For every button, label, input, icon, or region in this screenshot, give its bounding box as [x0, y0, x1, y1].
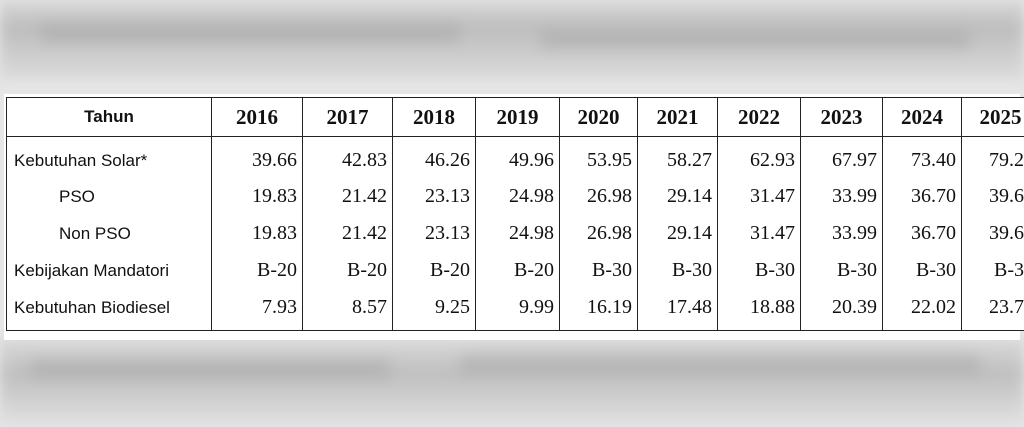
header-label: Tahun: [6, 97, 212, 137]
blurred-text-streak: [460, 356, 980, 374]
year-header: 2023: [800, 97, 883, 137]
table-cell: 58.27: [637, 136, 718, 178]
table-cell: 39.66: [211, 136, 303, 178]
table-cell: B-30: [559, 252, 638, 289]
year-header: 2019: [475, 97, 560, 137]
table-cell: 62.93: [717, 136, 801, 178]
table-cell: 24.98: [475, 215, 560, 252]
table-cell: 67.97: [800, 136, 883, 178]
table-cell: 29.14: [637, 178, 718, 215]
table-cell: 24.98: [475, 178, 560, 215]
table-cell: B-30: [800, 252, 883, 289]
table-cell: 9.99: [475, 289, 560, 331]
year-header: 2020: [559, 97, 638, 137]
table-cell: 79.28: [961, 136, 1024, 178]
table-row: Kebutuhan Solar* 39.66 42.83 46.26 49.96…: [6, 136, 1024, 178]
table-row: Kebutuhan Biodiesel 7.93 8.57 9.25 9.99 …: [6, 289, 1024, 331]
year-header: 2021: [637, 97, 718, 137]
blurred-background-bottom: [0, 337, 1024, 427]
table-cell: B-30: [637, 252, 718, 289]
year-header: 2024: [882, 97, 962, 137]
table-cell: 53.95: [559, 136, 638, 178]
table-cell: 33.99: [800, 178, 883, 215]
table-cell: 26.98: [559, 178, 638, 215]
year-header: 2017: [302, 97, 393, 137]
table-cell: 26.98: [559, 215, 638, 252]
year-header: 2018: [392, 97, 476, 137]
table-cell: B-30: [882, 252, 962, 289]
blurred-text-streak: [540, 30, 970, 48]
table-cell: 8.57: [302, 289, 393, 331]
table-row: Kebijakan Mandatori B-20 B-20 B-20 B-20 …: [6, 252, 1024, 289]
table-cell: 19.83: [211, 178, 303, 215]
table-cell: 16.19: [559, 289, 638, 331]
table-cell: 19.83: [211, 215, 303, 252]
table-cell: 23.13: [392, 178, 476, 215]
table-cell: 39.64: [961, 215, 1024, 252]
table-cell: 33.99: [800, 215, 883, 252]
year-header: 2022: [717, 97, 801, 137]
year-header: 2016: [211, 97, 303, 137]
row-label: Kebutuhan Biodiesel: [6, 289, 212, 331]
table-cell: 31.47: [717, 215, 801, 252]
table-cell: B-20: [392, 252, 476, 289]
table-cell: 73.40: [882, 136, 962, 178]
table-cell: 31.47: [717, 178, 801, 215]
row-label: Non PSO: [6, 215, 212, 252]
table-cell: 49.96: [475, 136, 560, 178]
table-cell: 22.02: [882, 289, 962, 331]
table-cell: 7.93: [211, 289, 303, 331]
table-header-row: Tahun 2016 2017 2018 2019 2020 2021 2022…: [6, 97, 1024, 137]
table-cell: 46.26: [392, 136, 476, 178]
table-cell: 20.39: [800, 289, 883, 331]
row-label: Kebijakan Mandatori: [6, 252, 212, 289]
table-cell: 21.42: [302, 215, 393, 252]
table-row: Non PSO 19.83 21.42 23.13 24.98 26.98 29…: [6, 215, 1024, 252]
table-cell: 17.48: [637, 289, 718, 331]
table-cell: 18.88: [717, 289, 801, 331]
table-row: PSO 19.83 21.42 23.13 24.98 26.98 29.14 …: [6, 178, 1024, 215]
table-cell: B-30: [961, 252, 1024, 289]
table-cell: B-30: [717, 252, 801, 289]
blurred-text-streak: [40, 24, 460, 42]
table-cell: 36.70: [882, 178, 962, 215]
year-header: 2025: [961, 97, 1024, 137]
table-cell: 39.64: [961, 178, 1024, 215]
table-cell: 29.14: [637, 215, 718, 252]
table-cell: 21.42: [302, 178, 393, 215]
table-cell: 42.83: [302, 136, 393, 178]
table-cell: 23.13: [392, 215, 476, 252]
row-label: Kebutuhan Solar*: [6, 136, 212, 178]
blurred-text-streak: [30, 360, 390, 378]
table-cell: 23.78: [961, 289, 1024, 331]
row-label: PSO: [6, 178, 212, 215]
table-cell: B-20: [211, 252, 303, 289]
table-cell: 9.25: [392, 289, 476, 331]
data-table: Tahun 2016 2017 2018 2019 2020 2021 2022…: [6, 97, 1024, 331]
table-cell: B-20: [475, 252, 560, 289]
table-cell: B-20: [302, 252, 393, 289]
table-cell: 36.70: [882, 215, 962, 252]
